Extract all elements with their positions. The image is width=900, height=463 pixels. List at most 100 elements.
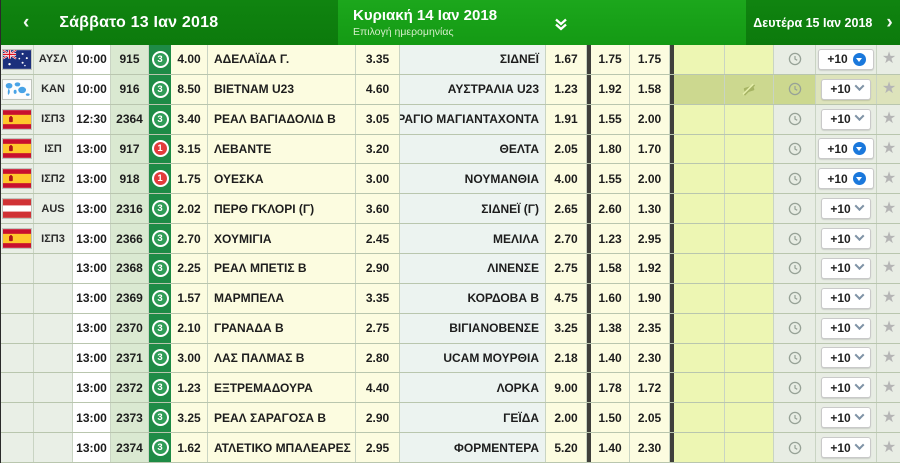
odds-under[interactable]: 2.05 <box>630 403 670 433</box>
odds-under[interactable]: 2.35 <box>630 313 670 343</box>
date-nav-next[interactable]: Δευτέρα 15 Ιαν 2018 › <box>746 0 900 45</box>
odds-under[interactable]: 2.95 <box>630 224 670 253</box>
odds-home[interactable]: 1.62 <box>171 433 208 462</box>
odds-draw[interactable]: 2.80 <box>356 343 400 373</box>
odds-over[interactable]: 1.23 <box>591 224 630 253</box>
favorite-star-cell[interactable]: ★ <box>877 224 900 253</box>
more-odds-button[interactable]: +10 <box>821 377 871 399</box>
odds-away[interactable]: 1.23 <box>546 74 587 104</box>
odds-home[interactable]: 4.00 <box>171 45 208 74</box>
odds-home[interactable]: 2.70 <box>171 224 208 253</box>
more-odds-button[interactable]: +10 <box>821 78 871 100</box>
odds-under[interactable]: 1.75 <box>630 45 670 74</box>
odds-draw[interactable]: 3.35 <box>356 45 400 74</box>
odds-over[interactable]: 1.92 <box>591 74 630 104</box>
odds-over[interactable]: 1.50 <box>591 403 630 433</box>
odds-under[interactable]: 1.90 <box>630 283 670 313</box>
odds-home[interactable]: 3.40 <box>171 104 208 134</box>
more-odds-button[interactable]: +10 <box>821 257 871 279</box>
favorite-star-cell[interactable]: ★ <box>877 373 900 403</box>
odds-away[interactable]: 2.75 <box>546 254 587 283</box>
odds-draw[interactable]: 2.45 <box>356 224 400 253</box>
odds-away[interactable]: 1.67 <box>546 45 587 74</box>
odds-under[interactable]: 1.72 <box>630 373 670 403</box>
odds-away[interactable]: 4.00 <box>546 164 587 194</box>
odds-under[interactable]: 2.00 <box>630 104 670 134</box>
odds-home[interactable]: 2.02 <box>171 194 208 224</box>
more-odds-button[interactable]: +10 <box>818 168 874 190</box>
odds-away[interactable]: 2.05 <box>546 134 587 164</box>
odds-draw[interactable]: 3.00 <box>356 164 400 194</box>
odds-away[interactable]: 1.91 <box>546 104 587 134</box>
odds-over[interactable]: 1.78 <box>591 373 630 403</box>
more-odds-button[interactable]: +10 <box>821 228 871 250</box>
more-odds-button[interactable]: +10 <box>821 347 871 369</box>
more-odds-button[interactable]: +10 <box>821 437 871 459</box>
odds-over[interactable]: 1.55 <box>591 164 630 194</box>
odds-home[interactable]: 1.75 <box>171 164 208 194</box>
odds-under[interactable]: 2.30 <box>630 433 670 462</box>
more-odds-button[interactable]: +10 <box>821 198 871 220</box>
odds-away[interactable]: 2.18 <box>546 343 587 373</box>
odds-over[interactable]: 1.80 <box>591 134 630 164</box>
odds-over[interactable]: 1.55 <box>591 104 630 134</box>
favorite-star-cell[interactable]: ★ <box>877 164 900 194</box>
odds-draw[interactable]: 3.35 <box>356 283 400 313</box>
odds-draw[interactable]: 2.75 <box>356 313 400 343</box>
odds-draw[interactable]: 2.90 <box>356 403 400 433</box>
more-odds-button[interactable]: +10 <box>821 317 871 339</box>
odds-home[interactable]: 8.50 <box>171 74 208 104</box>
odds-under[interactable]: 2.00 <box>630 164 670 194</box>
favorite-star-cell[interactable]: ★ <box>877 45 900 74</box>
odds-under[interactable]: 2.30 <box>630 343 670 373</box>
more-odds-button[interactable]: +10 <box>821 108 871 130</box>
odds-home[interactable]: 3.00 <box>171 343 208 373</box>
odds-home[interactable]: 1.23 <box>171 373 208 403</box>
favorite-star-cell[interactable]: ★ <box>877 343 900 373</box>
odds-away[interactable]: 2.65 <box>546 194 587 224</box>
odds-under[interactable]: 1.70 <box>630 134 670 164</box>
favorite-star-cell[interactable]: ★ <box>877 104 900 134</box>
odds-under[interactable]: 1.58 <box>630 74 670 104</box>
odds-over[interactable]: 1.40 <box>591 433 630 462</box>
favorite-star-cell[interactable]: ★ <box>877 283 900 313</box>
date-nav-current[interactable]: Κυριακή 14 Ιαν 2018 Επιλογή ημερομηνίας <box>338 0 746 45</box>
odds-over[interactable]: 1.40 <box>591 343 630 373</box>
date-nav-prev[interactable]: ‹ Σάββατο 13 Ιαν 2018 <box>1 0 338 45</box>
odds-home[interactable]: 3.25 <box>171 403 208 433</box>
odds-under[interactable]: 1.30 <box>630 194 670 224</box>
favorite-star-cell[interactable]: ★ <box>877 134 900 164</box>
favorite-star-cell[interactable]: ★ <box>877 403 900 433</box>
odds-draw[interactable]: 3.60 <box>356 194 400 224</box>
more-odds-button[interactable]: +10 <box>821 407 871 429</box>
odds-away[interactable]: 3.25 <box>546 313 587 343</box>
favorite-star-cell[interactable]: ★ <box>877 254 900 283</box>
odds-under[interactable]: 1.92 <box>630 254 670 283</box>
odds-draw[interactable]: 2.90 <box>356 254 400 283</box>
odds-home[interactable]: 3.15 <box>171 134 208 164</box>
odds-over[interactable]: 1.75 <box>591 45 630 74</box>
odds-over[interactable]: 2.60 <box>591 194 630 224</box>
favorite-star-cell[interactable]: ★ <box>877 313 900 343</box>
more-odds-button[interactable]: +10 <box>818 138 874 160</box>
more-odds-button[interactable]: +10 <box>821 287 871 309</box>
favorite-star-cell[interactable]: ★ <box>877 74 900 104</box>
odds-away[interactable]: 2.00 <box>546 403 587 433</box>
odds-away[interactable]: 4.75 <box>546 283 587 313</box>
favorite-star-cell[interactable]: ★ <box>877 433 900 462</box>
odds-home[interactable]: 1.57 <box>171 283 208 313</box>
favorite-star-cell[interactable]: ★ <box>877 194 900 224</box>
odds-home[interactable]: 2.10 <box>171 313 208 343</box>
odds-draw[interactable]: 3.20 <box>356 134 400 164</box>
odds-over[interactable]: 1.58 <box>591 254 630 283</box>
odds-draw[interactable]: 2.95 <box>356 433 400 462</box>
odds-over[interactable]: 1.60 <box>591 283 630 313</box>
odds-draw[interactable]: 4.60 <box>356 74 400 104</box>
odds-over[interactable]: 1.38 <box>591 313 630 343</box>
more-odds-button[interactable]: +10 <box>818 48 874 70</box>
odds-home[interactable]: 2.25 <box>171 254 208 283</box>
odds-draw[interactable]: 3.05 <box>356 104 400 134</box>
odds-draw[interactable]: 4.40 <box>356 373 400 403</box>
odds-away[interactable]: 9.00 <box>546 373 587 403</box>
odds-away[interactable]: 5.20 <box>546 433 587 462</box>
